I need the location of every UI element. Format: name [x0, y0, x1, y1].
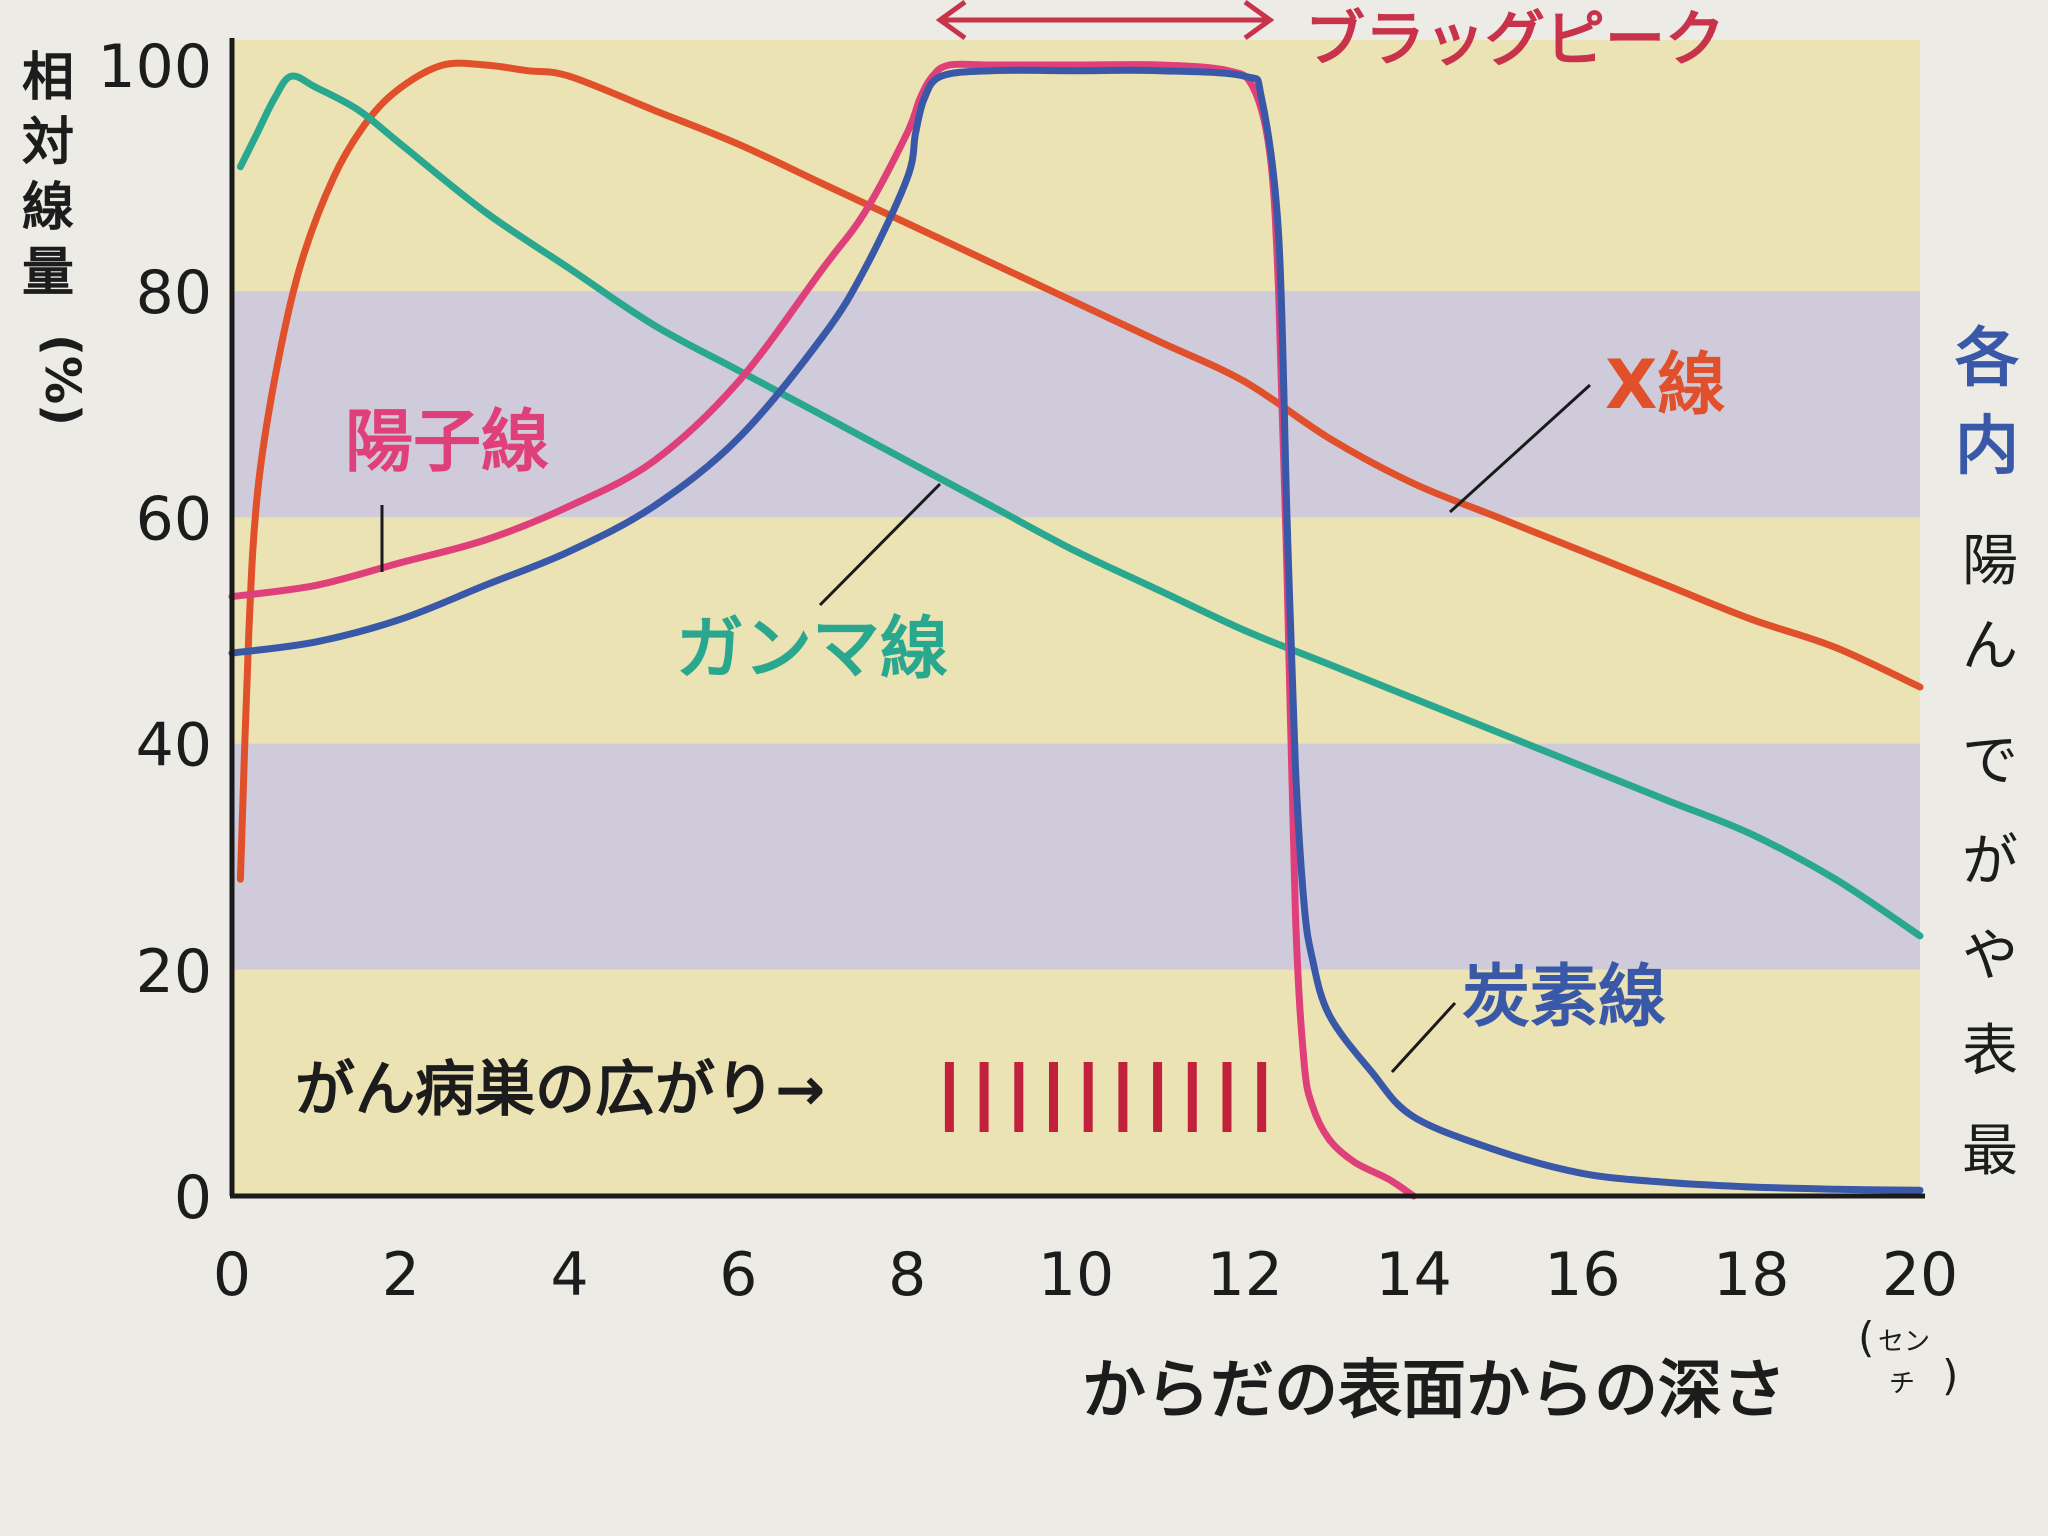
x-axis-label-paren-close: ) — [1942, 1351, 1958, 1400]
y-tick-label: 20 — [136, 937, 212, 1007]
leader-line-carbon — [1390, 1001, 1457, 1074]
x-tick-label: 14 — [1375, 1240, 1451, 1310]
side-text-blue: 各 — [1955, 322, 2020, 396]
side-text-char: 陽 — [1962, 529, 2018, 594]
background-bands — [232, 40, 1920, 1196]
leader-line-gamma — [818, 482, 942, 607]
y-axis-label-unit: (%) — [34, 334, 90, 426]
y-tick-label: 0 — [174, 1163, 212, 1233]
tumor-extent-marks — [944, 1062, 1267, 1132]
series-labels: 陽子線 ガンマ線 X線 炭素線 — [345, 346, 1725, 1074]
y-axis-label: 相 対 線 量 (%) — [22, 48, 90, 426]
bragg-peak-label: ブラッグピーク — [1305, 5, 1725, 75]
x-axis-ticks: 0 2 4 6 8 10 12 14 16 18 20 — [213, 1240, 1958, 1310]
bragg-peak-annotation: ブラッグピーク — [935, 0, 1725, 75]
x-tick-label: 12 — [1207, 1240, 1283, 1310]
y-axis-label-char: 量 — [22, 243, 74, 303]
series-line-xray — [236, 59, 1924, 883]
x-axis-unit-bottom: チ — [1889, 1369, 1915, 1399]
x-tick-label: 2 — [382, 1240, 420, 1310]
series-line-gamma — [236, 72, 1924, 940]
x-axis-label: からだの表面からの深さ ( セン チ ) — [1082, 1313, 1958, 1428]
side-text-blue: 内 — [1955, 410, 2019, 484]
x-tick-label: 16 — [1544, 1240, 1620, 1310]
x-axis-label-paren-open: ( — [1858, 1313, 1874, 1362]
x-tick-label: 20 — [1882, 1240, 1958, 1310]
x-tick-label: 4 — [551, 1240, 589, 1310]
series-label-carbon: 炭素線 — [1462, 958, 1666, 1037]
series-line-proton — [228, 60, 1418, 1200]
axes — [229, 38, 1925, 1199]
x-axis-unit-top: セン — [1878, 1327, 1930, 1357]
side-text-char: が — [1962, 829, 2018, 894]
side-text-char: ん — [1962, 614, 2018, 679]
x-tick-label: 18 — [1713, 1240, 1789, 1310]
side-text-char: や — [1962, 924, 2018, 989]
bragg-peak-arrow-right-head — [1243, 0, 1275, 41]
side-text: 各 内 陽 ん で が や 表 最 — [1955, 322, 2020, 1184]
x-axis-label-text: からだの表面からの深さ — [1082, 1354, 1786, 1428]
side-text-char: 表 — [1962, 1019, 2018, 1084]
x-tick-label: 0 — [213, 1240, 251, 1310]
background-band — [232, 40, 1920, 292]
y-tick-label: 100 — [97, 32, 212, 102]
series-line-carbon — [228, 66, 1924, 1194]
x-tick-label: 8 — [888, 1240, 926, 1310]
leader-line-xray — [1448, 383, 1592, 514]
background-band — [232, 291, 1920, 518]
y-axis-label-char: 線 — [22, 178, 74, 238]
tumor-extent-annotation: がん病巣の広がり→ — [295, 1055, 1267, 1132]
series-label-gamma: ガンマ線 — [676, 610, 948, 689]
series-label-xray: X線 — [1605, 346, 1725, 425]
side-text-char: で — [1962, 729, 2018, 794]
y-axis-label-char: 相 — [22, 48, 74, 108]
series-label-proton: 陽子線 — [345, 403, 549, 482]
tumor-extent-label: がん病巣の広がり→ — [295, 1055, 825, 1125]
y-tick-label: 40 — [136, 711, 212, 781]
y-tick-label: 80 — [136, 258, 212, 328]
y-axis-label-char: 対 — [22, 113, 74, 173]
bragg-peak-arrow-left-head — [935, 0, 967, 41]
background-band — [232, 969, 1920, 1196]
x-tick-label: 10 — [1038, 1240, 1114, 1310]
y-tick-label: 60 — [136, 484, 212, 554]
background-band — [232, 743, 1920, 970]
x-tick-label: 6 — [719, 1240, 757, 1310]
series-lines — [228, 59, 1924, 1200]
side-text-char: 最 — [1962, 1119, 2018, 1184]
y-axis-ticks: 0 20 40 60 80 100 — [97, 32, 212, 1233]
